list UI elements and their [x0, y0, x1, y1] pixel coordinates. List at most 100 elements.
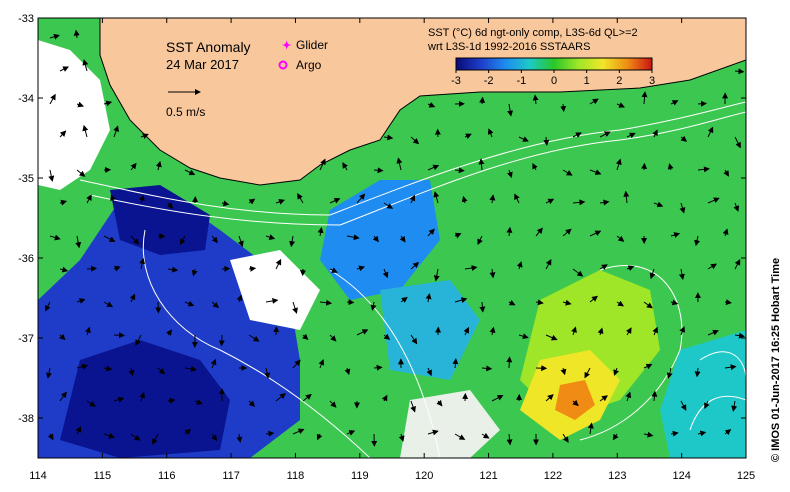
velocity-arrow	[103, 432, 115, 439]
velocity-arrow	[318, 358, 325, 369]
velocity-arrow	[76, 101, 85, 108]
velocity-arrow	[383, 333, 391, 340]
velocity-arrow	[616, 235, 625, 242]
velocity-arrow	[680, 135, 688, 142]
argo-icon	[278, 60, 288, 70]
velocity-arrow	[316, 433, 323, 441]
velocity-arrow	[489, 194, 496, 204]
velocity-arrow	[302, 393, 312, 402]
velocity-arrow	[110, 194, 116, 204]
y-axis: -33-34-35-36-37-38	[18, 13, 746, 425]
colorbar-tick-label: -2	[484, 75, 494, 87]
velocity-arrow	[49, 234, 61, 241]
velocity-arrow	[427, 101, 436, 108]
velocity-arrow	[329, 400, 337, 408]
velocity-arrow	[562, 228, 572, 237]
velocity-arrow	[545, 334, 558, 341]
velocity-arrow	[506, 433, 513, 446]
contour-line	[689, 395, 746, 431]
y-tick-label: -33	[18, 13, 34, 25]
velocity-arrow	[545, 258, 552, 270]
velocity-arrow	[626, 132, 636, 139]
velocity-arrow	[317, 226, 324, 237]
velocity-arrow	[479, 96, 486, 105]
velocity-arrow	[329, 197, 341, 204]
velocity-arrow	[344, 367, 351, 376]
velocity-arrow	[248, 265, 257, 272]
velocity-arrow	[103, 235, 116, 242]
velocity-arrow	[643, 431, 654, 438]
velocity-arrow	[507, 103, 514, 117]
argo-label: Argo	[296, 58, 322, 72]
velocity-arrow	[643, 301, 653, 309]
velocity-arrow	[734, 136, 741, 149]
velocity-arrow	[85, 326, 91, 336]
velocity-arrow	[477, 235, 483, 246]
velocity-arrow	[731, 400, 738, 412]
velocity-arrow	[670, 100, 679, 106]
cool-tongue	[320, 180, 440, 300]
velocity-arrow	[346, 430, 356, 436]
map-title: SST Anomaly	[166, 39, 251, 55]
velocity-arrow	[138, 194, 145, 204]
velocity-arrow	[265, 430, 275, 437]
velocity-arrow	[237, 235, 244, 248]
velocity-arrow	[652, 326, 658, 336]
velocity-arrow	[155, 160, 162, 171]
velocity-arrow	[59, 130, 67, 138]
bathymetry-contours	[79, 101, 746, 458]
velocity-arrow	[59, 199, 68, 206]
velocity-arrow	[613, 367, 619, 376]
velocity-arrow	[75, 426, 82, 435]
velocity-arrow	[433, 268, 440, 282]
x-tick-label: 121	[479, 470, 497, 482]
y-tick-label: -38	[18, 413, 34, 425]
velocity-arrow	[572, 268, 584, 277]
velocity-arrow	[532, 162, 538, 171]
x-tick-label: 122	[544, 470, 562, 482]
velocity-arrow	[86, 265, 98, 272]
velocity-arrow	[373, 364, 383, 371]
velocity-arrow	[370, 301, 377, 311]
colorbar-title-line2: wrt L3S-1d 1992-2016 SSTAARS	[427, 41, 590, 53]
velocity-arrow	[506, 226, 513, 237]
velocity-arrow	[464, 265, 478, 272]
velocity-arrow	[398, 433, 405, 442]
velocity-arrow	[356, 193, 366, 204]
velocity-arrow	[292, 428, 305, 435]
velocity-arrow	[653, 201, 664, 208]
velocity-arrow	[454, 167, 465, 174]
velocity-arrow	[59, 391, 67, 402]
velocity-arrow	[82, 124, 89, 138]
velocity-arrow	[184, 365, 198, 372]
velocity-arrow	[130, 162, 137, 171]
velocity-arrow	[248, 198, 256, 205]
velocity-arrow	[427, 228, 435, 237]
x-axis: 114 115 116 117 118 119 120 121 122 123 124 125	[29, 18, 755, 482]
x-tick-label: 114	[29, 470, 47, 482]
velocity-arrow	[597, 327, 604, 336]
velocity-arrow	[562, 433, 569, 443]
velocity-arrow	[73, 29, 80, 39]
velocity-arrow	[506, 169, 513, 179]
velocity-arrow	[560, 103, 567, 113]
velocity-arrow	[76, 363, 89, 370]
velocity-arrow	[616, 300, 625, 307]
colorbar-tick-label: 1	[584, 75, 590, 87]
velocity-arrows	[45, 29, 745, 447]
velocity-arrow	[543, 136, 550, 146]
velocity-arrow	[562, 169, 573, 176]
velocity-arrow	[615, 158, 622, 171]
velocity-arrow	[670, 232, 681, 238]
velocity-arrow	[128, 367, 135, 377]
velocity-arrow	[184, 428, 192, 435]
velocity-arrow	[59, 266, 69, 273]
velocity-arrow	[319, 158, 326, 171]
velocity-arrow	[319, 299, 333, 306]
velocity-arrow	[45, 301, 51, 312]
side-credit: © IMOS 01-Jun-2017 16:25 Hobart Time	[770, 258, 782, 462]
velocity-arrow	[113, 265, 121, 272]
velocity-arrow	[545, 394, 554, 402]
velocity-arrow	[584, 367, 591, 379]
